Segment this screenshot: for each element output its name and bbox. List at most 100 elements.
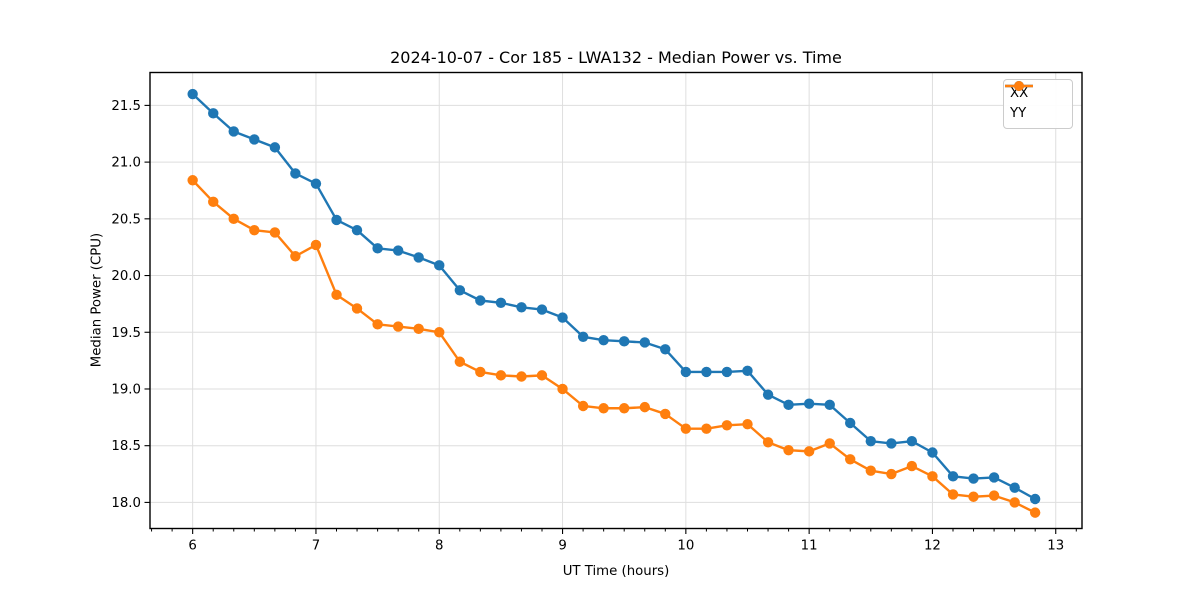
- data-point-xx: [886, 438, 897, 449]
- data-point-xx: [803, 398, 815, 409]
- data-point-yy: [680, 423, 692, 434]
- data-point-yy: [249, 224, 260, 236]
- data-point-yy: [803, 446, 815, 457]
- data-point-xx: [208, 108, 219, 119]
- x-tick-label: 13: [1047, 539, 1064, 554]
- data-point-yy: [495, 370, 507, 381]
- data-point-yy: [598, 403, 609, 414]
- x-tick-label: 7: [312, 539, 320, 554]
- data-point-yy: [454, 356, 466, 367]
- data-point-yy: [310, 239, 322, 251]
- data-point-yy: [824, 438, 835, 449]
- data-point-yy: [577, 400, 589, 412]
- data-point-yy: [762, 437, 774, 448]
- data-point-yy: [228, 213, 239, 225]
- x-tick-label: 10: [677, 539, 694, 554]
- data-point-yy: [865, 465, 876, 476]
- data-point-xx: [228, 126, 239, 137]
- data-point-xx: [516, 302, 527, 313]
- data-point-yy: [660, 408, 671, 420]
- data-point-yy: [351, 303, 363, 314]
- data-point-yy: [208, 196, 219, 208]
- data-point-yy: [988, 490, 1000, 501]
- data-point-yy: [372, 319, 383, 330]
- data-point-xx: [372, 243, 383, 254]
- x-tick-label: 6: [188, 539, 196, 554]
- x-tick-label: 11: [801, 539, 818, 554]
- data-point-xx: [454, 285, 466, 296]
- legend-marker-icon: [1005, 81, 1033, 91]
- data-point-xx: [968, 473, 979, 484]
- data-point-xx: [577, 331, 589, 342]
- data-point-xx: [927, 447, 938, 458]
- data-point-xx: [392, 245, 404, 256]
- data-point-xx: [269, 142, 281, 153]
- y-tick-label: 20.0: [111, 269, 141, 284]
- data-point-yy: [742, 418, 753, 430]
- legend-item-yy: YY: [1005, 81, 1066, 124]
- data-point-yy: [269, 227, 281, 238]
- data-point-xx: [865, 435, 876, 447]
- data-point-xx: [351, 224, 363, 236]
- data-point-xx: [701, 366, 712, 378]
- data-point-xx: [434, 260, 445, 271]
- x-axis-label: UT Time (hours): [562, 564, 670, 579]
- data-point-yy: [783, 445, 794, 456]
- data-point-yy: [475, 366, 486, 378]
- data-point-yy: [1009, 497, 1020, 508]
- data-point-xx: [988, 472, 1000, 483]
- data-point-xx: [906, 435, 918, 447]
- y-tick-label: 20.5: [111, 212, 141, 227]
- data-point-yy: [845, 454, 856, 465]
- data-point-xx: [598, 335, 609, 346]
- y-tick-label: 18.5: [111, 439, 141, 454]
- x-tick-label: 12: [924, 539, 941, 554]
- y-tick-label: 21.0: [111, 156, 141, 171]
- legend-label: XX: [1010, 86, 1029, 101]
- data-point-xx: [475, 295, 486, 306]
- data-point-yy: [968, 491, 979, 502]
- data-point-yy: [886, 468, 897, 480]
- y-tick-label: 19.5: [111, 326, 141, 341]
- data-point-xx: [824, 399, 835, 411]
- data-point-yy: [639, 401, 650, 413]
- data-point-xx: [783, 399, 794, 411]
- data-point-yy: [290, 251, 301, 262]
- data-point-yy: [331, 289, 342, 301]
- legend-label: YY: [1010, 106, 1027, 121]
- data-point-xx: [639, 337, 650, 348]
- data-point-yy: [516, 371, 527, 382]
- y-tick-label: 18.0: [111, 496, 141, 511]
- data-point-xx: [680, 366, 692, 378]
- data-point-xx: [187, 88, 198, 100]
- data-point-xx: [1009, 482, 1020, 493]
- chart-title: 2024-10-07 - Cor 185 - LWA132 - Median P…: [390, 48, 842, 67]
- plot-border: [149, 71, 1083, 530]
- data-point-xx: [536, 304, 548, 315]
- data-point-yy: [618, 403, 630, 414]
- data-point-xx: [947, 471, 959, 482]
- data-point-xx: [618, 336, 630, 347]
- data-point-yy: [927, 471, 938, 482]
- x-tick-label: 9: [558, 539, 566, 554]
- y-axis-label: Median Power (CPU): [89, 232, 105, 368]
- data-point-xx: [557, 312, 568, 323]
- data-point-xx: [249, 134, 260, 145]
- data-point-xx: [310, 178, 322, 189]
- data-point-xx: [742, 365, 753, 377]
- data-point-xx: [762, 389, 774, 400]
- data-point-yy: [947, 489, 959, 500]
- data-point-xx: [495, 297, 507, 308]
- data-point-yy: [721, 420, 733, 431]
- data-point-xx: [1029, 493, 1041, 505]
- data-point-yy: [434, 327, 445, 338]
- data-point-xx: [845, 417, 856, 429]
- data-point-yy: [1029, 507, 1041, 518]
- data-point-xx: [721, 366, 733, 378]
- data-point-yy: [392, 321, 404, 332]
- legend: XX YY: [1003, 79, 1073, 129]
- data-point-yy: [187, 175, 198, 186]
- data-point-yy: [413, 323, 424, 335]
